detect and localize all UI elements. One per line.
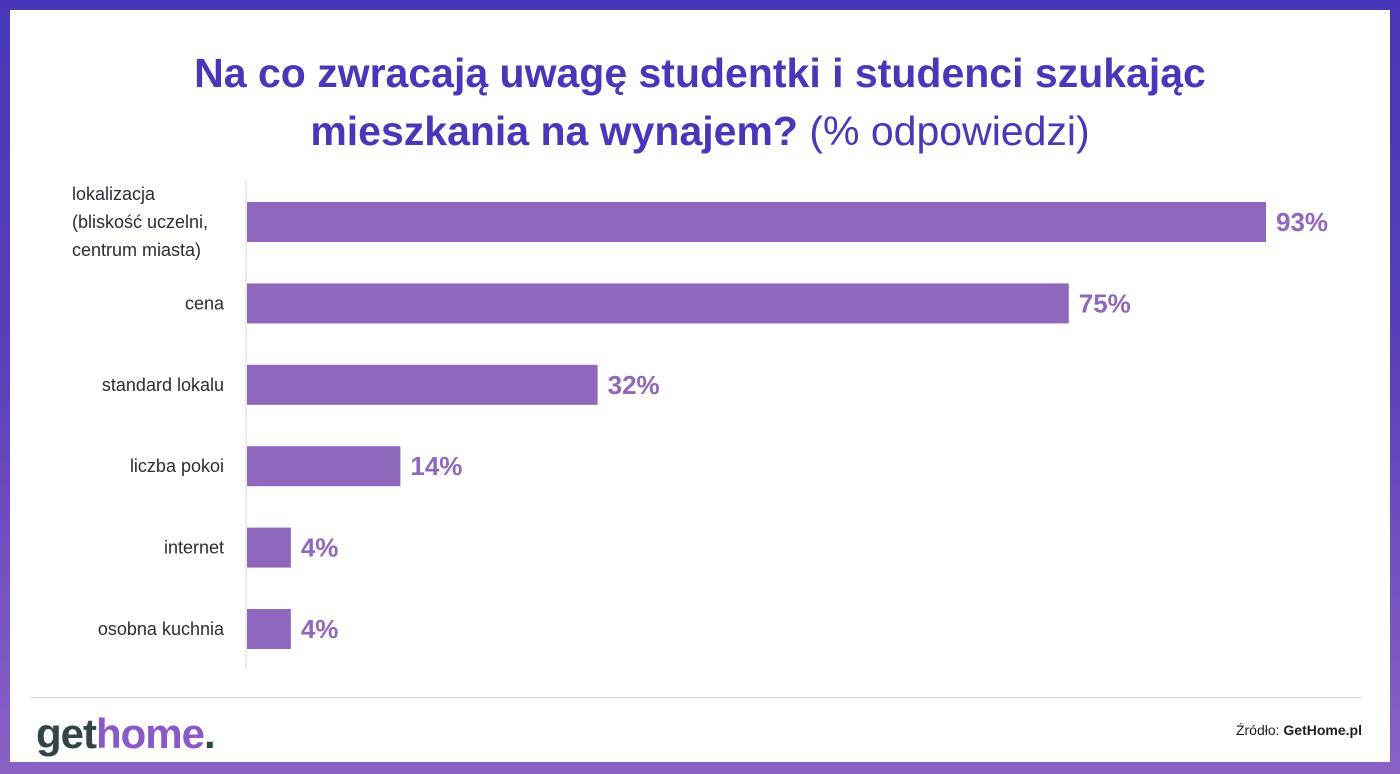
category-label: cena: [185, 293, 225, 313]
logo-text-get: get: [36, 710, 97, 757]
bar: [247, 446, 401, 487]
chart-card: Na co zwracają uwagę studentki i studenc…: [10, 10, 1390, 762]
bar: [247, 527, 291, 568]
title-line-1: Na co zwracają uwagę studentki i studenc…: [10, 44, 1390, 102]
bar: [247, 364, 598, 405]
category-label-line: lokalizacja: [72, 184, 156, 204]
gethome-logo: gethome.: [36, 704, 216, 764]
source-label: Źródło:: [1235, 722, 1280, 738]
value-label: 93%: [1276, 207, 1328, 237]
title-line2-regular: (% odpowiedzi): [809, 108, 1090, 154]
source-note: Źródło: GetHome.pl: [1236, 722, 1362, 738]
title-main: Na co zwracają uwagę studentki i studenc…: [194, 50, 1206, 96]
value-label: 4%: [301, 533, 339, 563]
category-label-line: standard lokalu: [102, 375, 224, 395]
chart-title: Na co zwracają uwagę studentki i studenc…: [10, 44, 1390, 160]
value-label: 14%: [410, 451, 462, 481]
value-label: 75%: [1079, 288, 1131, 318]
footer-divider: [30, 697, 1362, 698]
value-label: 4%: [301, 614, 339, 644]
value-label: 32%: [608, 370, 660, 400]
category-label-line: centrum miasta): [72, 240, 201, 260]
category-label: lokalizacja (bliskość uczelni, centrum mia…: [72, 184, 208, 260]
title-line-2: mieszkania na wynajem? (% odpowiedzi): [10, 102, 1390, 160]
bar: [247, 202, 1266, 242]
category-label: liczba pokoi: [130, 456, 224, 476]
logo-text-home: home: [96, 710, 205, 757]
bar-chart: 93% lokalizacja (bliskość uczelni, centrum …: [72, 180, 1328, 670]
source-name: GetHome.pl: [1283, 722, 1362, 738]
category-label: internet: [164, 538, 224, 558]
category-label-line: liczba pokoi: [130, 456, 224, 476]
category-label-line: (bliskość uczelni,: [72, 212, 208, 232]
category-label-line: internet: [164, 538, 224, 558]
bar: [247, 609, 291, 649]
logo-text-dot: .: [204, 710, 216, 757]
category-label-line: cena: [185, 293, 225, 313]
title-line2-bold: mieszkania na wynajem?: [310, 108, 798, 154]
category-label-line: osobna kuchnia: [98, 619, 225, 639]
category-label: osobna kuchnia: [98, 619, 225, 639]
category-label: standard lokalu: [102, 375, 224, 395]
bar: [247, 283, 1069, 324]
